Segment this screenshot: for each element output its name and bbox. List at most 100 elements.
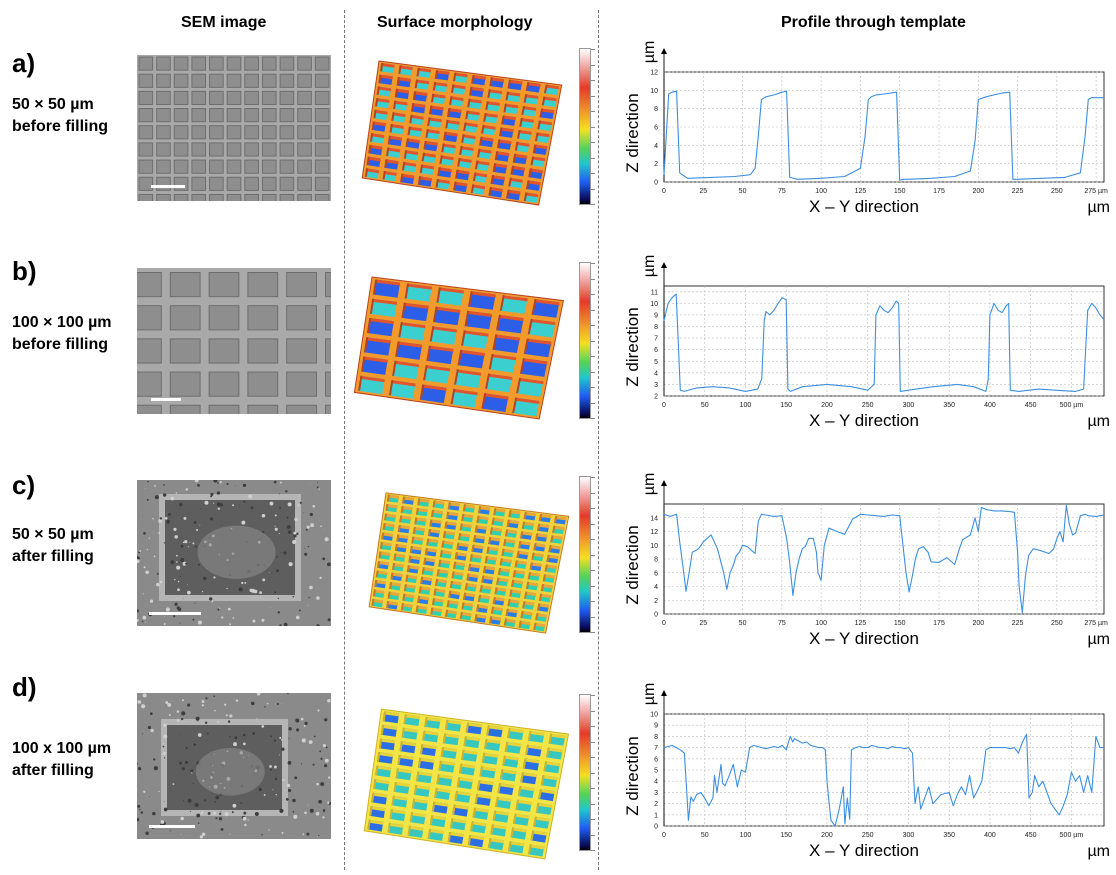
- surface-wall-side: [367, 318, 372, 333]
- surface-wall-side: [535, 613, 539, 621]
- y-tick-label: 0: [654, 180, 658, 187]
- surface-wall-side: [368, 144, 372, 154]
- surface-wall-side: [372, 589, 376, 597]
- surface-wall-side: [487, 838, 492, 848]
- surface-wall-shadow: [392, 795, 408, 801]
- y-tick-label: 5: [654, 768, 658, 775]
- surface-wall-side: [392, 360, 397, 376]
- sem-speckle: [297, 504, 300, 507]
- surface-wall-shadow: [512, 579, 523, 585]
- surface-wall-side: [403, 714, 407, 724]
- surface-wall-side: [391, 795, 395, 806]
- sem-speckle: [163, 616, 165, 617]
- surface-wall-side: [408, 555, 412, 563]
- y-tick-label: 3: [654, 382, 658, 389]
- surface-wall-shadow: [383, 171, 397, 176]
- sem-speckle: [318, 488, 320, 490]
- surface-wall-side: [390, 572, 394, 580]
- surface-wall-shadow: [416, 79, 430, 85]
- surface-wall-shadow: [488, 89, 502, 94]
- sem-speckle: [197, 733, 202, 737]
- surface-wall-shadow: [547, 554, 559, 560]
- surface-wall-shadow: [451, 818, 467, 824]
- sem-scale-bar: [151, 398, 181, 401]
- sem-speckle: [205, 697, 208, 700]
- surface-wall-shadow: [427, 538, 439, 543]
- surface-wall-side: [528, 844, 532, 855]
- sem-well: [261, 108, 277, 123]
- surface-wall-shadow: [397, 534, 409, 539]
- surface-wall-side: [418, 586, 422, 594]
- sem-speckle: [219, 481, 222, 484]
- surface-wall-side: [465, 722, 470, 733]
- surface-wall-shadow: [387, 601, 398, 606]
- surface-wall-side: [373, 779, 377, 789]
- surface-wall-side: [492, 810, 497, 821]
- sem-speckle: [279, 506, 281, 509]
- surface-wall-shadow: [509, 510, 521, 515]
- surface-wall-side: [461, 602, 465, 610]
- surface-wall-shadow: [415, 785, 430, 791]
- row-b-caption: 100 × 100 µm before filling: [12, 312, 112, 356]
- surface-wall-side: [512, 570, 517, 578]
- surface-wall-shadow: [482, 124, 496, 130]
- sem-speckle: [310, 483, 312, 485]
- surface-wall-shadow: [445, 521, 457, 526]
- sem-speckle: [293, 531, 297, 535]
- surface-wall-side: [537, 603, 541, 611]
- sem-speckle: [176, 565, 181, 570]
- profile-plot-b-svg: 0 50 100 150 200 250 300 350 400 450 500 µm 2 3 4 5 6 7 8…: [623, 255, 1110, 430]
- x-tick-label: 50: [739, 188, 747, 195]
- color-scale-tick: [591, 819, 595, 820]
- color-scale-tick: [591, 325, 595, 326]
- surface-wall-side: [517, 786, 522, 796]
- surface-wall-side: [471, 75, 475, 84]
- surface-wall-side: [425, 129, 429, 138]
- sem-well: [279, 108, 295, 123]
- surface-wall-side: [387, 822, 391, 833]
- sem-speckle: [170, 560, 175, 565]
- surface-wall-shadow: [502, 548, 514, 554]
- profile-line: [663, 504, 1105, 614]
- sem-image-a: [137, 55, 331, 201]
- surface-wall-side: [497, 139, 501, 148]
- surface-wall-side: [499, 295, 505, 311]
- surface-wall-shadow: [431, 815, 446, 821]
- sem-speckle: [158, 790, 160, 793]
- surface-wall-shadow: [500, 127, 514, 133]
- sem-well: [138, 159, 154, 174]
- sem-speckle: [192, 618, 195, 621]
- surface-wall-side: [431, 598, 435, 605]
- sem-speckle: [303, 512, 305, 514]
- surface-wall-side: [393, 553, 397, 561]
- sem-well: [173, 73, 189, 88]
- surface-wall-shadow: [490, 77, 504, 83]
- surface-wall-shadow: [529, 844, 545, 850]
- sem-speckle: [276, 556, 278, 558]
- x-tick-label: 100: [740, 832, 752, 839]
- x-tick-label: 250: [1051, 188, 1063, 195]
- sem-speckle: [196, 813, 201, 818]
- surface-wall-side: [510, 165, 515, 175]
- sem-speckle: [319, 750, 322, 753]
- surface-wall-side: [472, 807, 477, 818]
- sem-well: [244, 159, 259, 174]
- surface-wall-side: [488, 537, 492, 544]
- sem-well: [169, 404, 201, 414]
- surface-wall-shadow: [471, 821, 487, 827]
- sem-speckle: [324, 764, 328, 768]
- sem-image-d: [137, 693, 331, 839]
- sem-speckle: [163, 623, 166, 626]
- surface-wall-side: [412, 91, 417, 100]
- sem-speckle: [163, 807, 168, 812]
- sem-speckle: [137, 619, 139, 622]
- color-scale-tick: [591, 80, 595, 81]
- surface-wall-side: [415, 508, 419, 515]
- surface-wall-shadow: [444, 131, 458, 137]
- surface-wall-shadow: [523, 106, 537, 111]
- color-scale-tick: [591, 278, 595, 280]
- surface-wall-side: [512, 813, 517, 824]
- color-scale-tick: [591, 834, 595, 836]
- x-tick-label: 250: [1051, 620, 1063, 627]
- sem-speckle: [179, 761, 182, 765]
